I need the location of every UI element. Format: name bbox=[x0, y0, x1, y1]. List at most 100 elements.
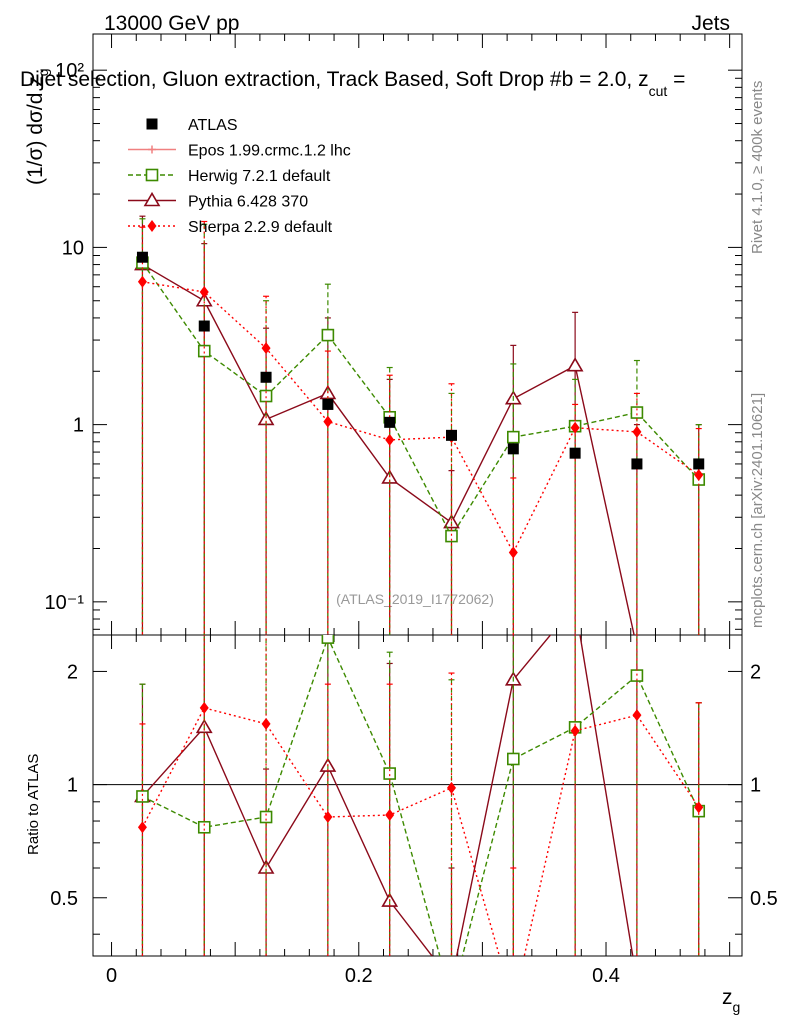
legend-entry-data: ATLAS bbox=[146, 117, 238, 134]
herwig-point bbox=[507, 430, 520, 444]
sherpa-ratio-point bbox=[446, 781, 456, 794]
sherpa-ratio-point bbox=[385, 809, 395, 822]
ratio-y-tick-label-right: 1 bbox=[750, 775, 761, 797]
sherpa-point bbox=[694, 468, 704, 481]
legend-entry-pythia: Pythia 6.428 370 bbox=[128, 191, 308, 211]
herwig-ratio-point bbox=[259, 810, 273, 824]
legend: ATLAS Epos 1.99.crmc.1.2 lhc Herwig 7.2.1 … bbox=[128, 117, 351, 236]
sherpa-point bbox=[323, 415, 333, 428]
sherpa-point bbox=[508, 546, 518, 559]
sherpa-point bbox=[137, 275, 147, 288]
pythia-ratio-line bbox=[141, 635, 634, 956]
sherpa-ratio-point bbox=[694, 801, 704, 814]
side-label-rivet: Rivet 4.1.0, ≥ 400k events bbox=[749, 81, 766, 254]
ratio-panel-frame bbox=[92, 634, 743, 957]
legend-marker-sherpa bbox=[147, 220, 157, 232]
sherpa-ratio-point bbox=[199, 701, 209, 714]
y-axis-title-main: (1/σ) dσ/d zg bbox=[24, 68, 51, 185]
x-axis-title: zg bbox=[722, 986, 740, 1015]
legend-label-pythia: Pythia 6.428 370 bbox=[188, 194, 308, 211]
legend-label-epos: Epos 1.99.crmc.1.2 lhc bbox=[188, 143, 351, 160]
sherpa-point bbox=[385, 433, 395, 446]
pythia-point bbox=[692, 641, 706, 653]
sherpa-ratio-point bbox=[632, 709, 642, 722]
legend-label-data: ATLAS bbox=[188, 117, 238, 134]
data-point bbox=[631, 458, 643, 470]
pythia-point bbox=[566, 357, 584, 372]
herwig-main-line bbox=[141, 262, 700, 538]
legend-label-herwig: Herwig 7.2.1 default bbox=[188, 168, 331, 185]
data-point bbox=[693, 458, 705, 470]
header-process: Jets bbox=[691, 12, 730, 35]
x-axis-title-text: z bbox=[722, 986, 733, 1009]
herwig-ratio-point bbox=[136, 790, 149, 803]
y-tick-label: 1 bbox=[73, 415, 84, 437]
data-point bbox=[198, 320, 210, 332]
legend-label-sherpa: Sherpa 2.2.9 default bbox=[188, 219, 333, 236]
svg-text:(1/σ) dσ/d zg: (1/σ) dσ/d zg bbox=[24, 68, 51, 185]
selection-main: Dijet selection, Gluon extraction, Track… bbox=[20, 68, 649, 91]
ratio-y-tick-label-right: 0.5 bbox=[750, 888, 778, 910]
pythia-ratio-point bbox=[444, 974, 458, 986]
legend-marker-epos bbox=[148, 145, 156, 154]
legend-marker-data bbox=[146, 118, 158, 130]
x-axis-title-sub: g bbox=[733, 999, 741, 1015]
data-point bbox=[507, 443, 519, 455]
herwig-point bbox=[321, 328, 335, 342]
y-tick-label: 10² bbox=[55, 60, 84, 82]
data-point bbox=[322, 398, 334, 410]
legend-marker-herwig bbox=[145, 168, 159, 182]
sherpa-ratio-point bbox=[509, 999, 518, 1011]
analysis-watermark: (ATLAS_2019_I1772062) bbox=[336, 591, 494, 607]
main-series-layer bbox=[134, 215, 706, 653]
x-tick-label: 0.2 bbox=[345, 965, 373, 987]
pythia-main-line bbox=[142, 263, 635, 635]
sherpa-ratio-point bbox=[570, 724, 580, 737]
y-axis-title-main-sub: g bbox=[35, 68, 51, 76]
legend-entry-sherpa: Sherpa 2.2.9 default bbox=[128, 219, 333, 236]
x-tick-label: 0.4 bbox=[592, 965, 620, 987]
selection-title: Dijet selection, Gluon extraction, Track… bbox=[20, 68, 685, 99]
selection-tail: = bbox=[667, 68, 685, 91]
data-point bbox=[260, 371, 272, 383]
pythia-ratio-point bbox=[692, 974, 706, 986]
legend-marker-pythia bbox=[143, 191, 161, 207]
sherpa-ratio-point bbox=[137, 821, 147, 834]
herwig-point bbox=[630, 406, 644, 419]
y-tick-label: 10⁻¹ bbox=[45, 592, 85, 614]
herwig-ratio-point bbox=[197, 820, 211, 834]
herwig-ratio-point bbox=[383, 767, 396, 780]
y-tick-label: 10 bbox=[62, 237, 84, 259]
sherpa-point bbox=[632, 425, 642, 438]
herwig-ratio-line bbox=[142, 635, 700, 956]
data-point bbox=[136, 251, 148, 263]
selection-sub: cut bbox=[649, 83, 668, 99]
sherpa-point bbox=[570, 421, 580, 434]
sherpa-ratio-point bbox=[261, 717, 271, 730]
sherpa-ratio-line bbox=[141, 707, 700, 956]
legend-entry-epos: Epos 1.99.crmc.1.2 lhc bbox=[128, 143, 351, 160]
data-point bbox=[445, 429, 457, 441]
y-axis-title-main-text: (1/σ) dσ/d z bbox=[24, 76, 47, 185]
axes-layer: 0 0.2 0.4 10⁻¹ 1 10 10² 0.5 0.5 1 1 2 2 bbox=[45, 34, 778, 987]
ratio-y-tick-label: 0.5 bbox=[50, 888, 78, 910]
sherpa-point bbox=[199, 286, 209, 299]
data-point bbox=[384, 416, 396, 428]
herwig-ratio-point bbox=[446, 993, 457, 1004]
header-energy: 13000 GeV pp bbox=[104, 12, 239, 35]
x-tick-label: 0 bbox=[106, 965, 117, 987]
ratio-y-tick-label: 2 bbox=[67, 661, 78, 683]
legend-entry-herwig: Herwig 7.2.1 default bbox=[128, 168, 331, 185]
herwig-ratio-point bbox=[321, 635, 335, 644]
ratio-y-tick-label-right: 2 bbox=[750, 661, 761, 683]
sherpa-ratio-point bbox=[323, 810, 333, 823]
ratio-series-layer bbox=[93, 635, 742, 1011]
herwig-ratio-point bbox=[507, 752, 520, 766]
pythia-ratio-point bbox=[630, 974, 644, 986]
side-label-mcplots: mcplots.cern.ch [arXiv:2401.10621] bbox=[749, 393, 766, 628]
sherpa-point bbox=[261, 342, 271, 355]
y-axis-title-ratio: Ratio to ATLAS bbox=[25, 754, 42, 855]
data-point bbox=[569, 447, 581, 459]
ratio-y-tick-label: 1 bbox=[67, 775, 78, 797]
